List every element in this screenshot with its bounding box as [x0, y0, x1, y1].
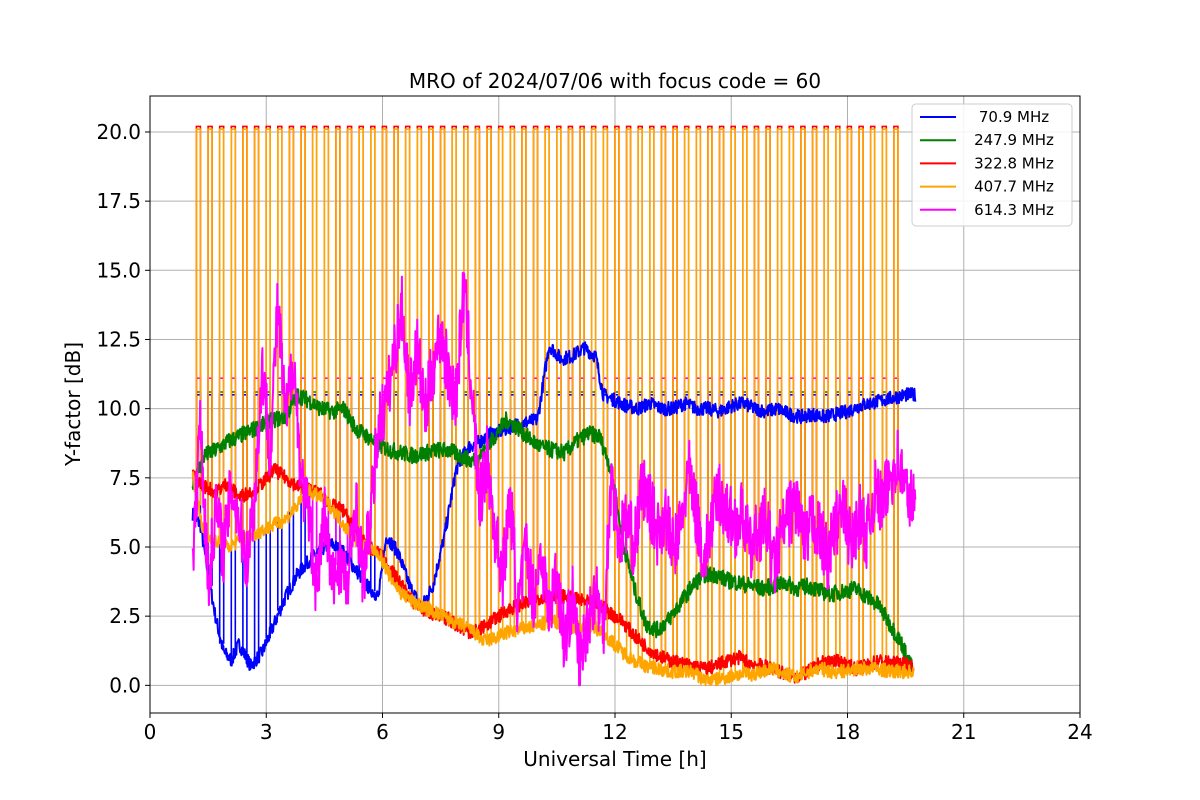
- y-axis-label: Y-factor [dB]: [61, 342, 85, 467]
- calibration-spike: [346, 128, 353, 532]
- calibration-spike: [625, 128, 632, 657]
- calibration-spike: [846, 128, 853, 671]
- calibration-spike: [370, 128, 376, 550]
- calibration-spike: [463, 128, 469, 628]
- calibration-spike: [695, 128, 702, 676]
- calibration-spike: [486, 128, 492, 640]
- calibration-spike: [823, 128, 829, 671]
- calibration-spike: [521, 128, 527, 629]
- calibration-spike: [800, 128, 806, 675]
- legend-label: 614.3 MHz: [974, 201, 1054, 219]
- calibration-spike: [590, 128, 597, 628]
- calibration-spike: [811, 128, 818, 671]
- x-tick-label: 18: [835, 720, 860, 744]
- calibration-spike: [718, 128, 725, 679]
- series-lines: [191, 271, 917, 687]
- x-tick-label: 12: [602, 720, 627, 744]
- y-tick-label: 5.0: [109, 535, 141, 559]
- x-tick-label: 0: [144, 720, 157, 744]
- legend-label: 70.9 MHz: [979, 108, 1049, 126]
- calibration-spike: [532, 128, 539, 626]
- calibration-spike: [579, 128, 585, 626]
- legend-label: 247.9 MHz: [974, 131, 1054, 149]
- calibration-spike: [195, 128, 202, 506]
- calibration-spike: [265, 128, 271, 528]
- x-axis-label: Universal Time [h]: [523, 747, 706, 771]
- y-axis-ticks: 0.0 2.5 5.0 7.5 10.0 12.5 15.0 17.5 20.0: [96, 120, 150, 697]
- calibration-spike: [835, 128, 841, 672]
- calibration-spike: [509, 128, 516, 632]
- calibration-spike: [544, 128, 550, 624]
- calibration-spike: [218, 128, 225, 545]
- y-tick-label: 7.5: [109, 466, 141, 490]
- calibration-spike: [381, 128, 388, 565]
- calibration-spike: [253, 128, 260, 534]
- legend-label: 407.7 MHz: [974, 178, 1054, 196]
- calibration-spike: [556, 128, 562, 624]
- calibration-spike: [311, 128, 318, 495]
- calibration-spike: [753, 128, 760, 673]
- series-line-5: [191, 271, 917, 687]
- calibration-spike: [335, 128, 341, 517]
- legend-label: 322.8 MHz: [974, 154, 1054, 172]
- y-tick-label: 12.5: [96, 327, 141, 351]
- chart-title: MRO of 2024/07/06 with focus code = 60: [409, 69, 821, 93]
- calibration-spike: [614, 128, 620, 647]
- x-tick-label: 9: [492, 720, 505, 744]
- x-tick-label: 3: [260, 720, 273, 744]
- y-tick-label: 10.0: [96, 397, 141, 421]
- calibration-spike: [497, 128, 504, 636]
- calibration-spike: [788, 128, 795, 676]
- calibration-spike: [288, 128, 295, 513]
- calibration-spike: [649, 128, 655, 668]
- y-tick-label: 0.0: [109, 673, 141, 697]
- x-tick-label: 21: [951, 720, 976, 744]
- calibration-spike: [660, 128, 667, 671]
- calibration-spike: [207, 128, 213, 539]
- calibration-spike: [474, 128, 481, 636]
- legend-box: [911, 103, 1073, 227]
- calibration-spike: [358, 128, 364, 543]
- calibration-spike: [300, 128, 306, 499]
- y-tick-label: 15.0: [96, 258, 141, 282]
- calibration-spike: [637, 128, 643, 664]
- legend: 70.9 MHz 247.9 MHz 322.8 MHz 407.7 MHz 614.3…: [911, 103, 1073, 227]
- plot-area: [191, 125, 917, 687]
- y-tick-label: 20.0: [96, 120, 141, 144]
- calibration-spike: [242, 128, 248, 539]
- calibration-spike: [567, 128, 574, 626]
- calibration-spike: [765, 128, 771, 671]
- x-tick-label: 24: [1067, 720, 1092, 744]
- calibration-spike: [323, 128, 330, 503]
- x-axis-ticks: 0 3 6 9 12 15 18 21 24: [144, 713, 1093, 744]
- calibration-spike: [230, 128, 237, 545]
- x-tick-label: 6: [376, 720, 389, 744]
- y-tick-label: 17.5: [96, 189, 141, 213]
- calibration-spike: [776, 128, 783, 672]
- calibration-spike: [602, 128, 609, 636]
- y-tick-label: 2.5: [109, 604, 141, 628]
- series-line-2: [191, 388, 915, 673]
- x-tick-label: 15: [719, 720, 744, 744]
- calibration-spike: [672, 128, 678, 672]
